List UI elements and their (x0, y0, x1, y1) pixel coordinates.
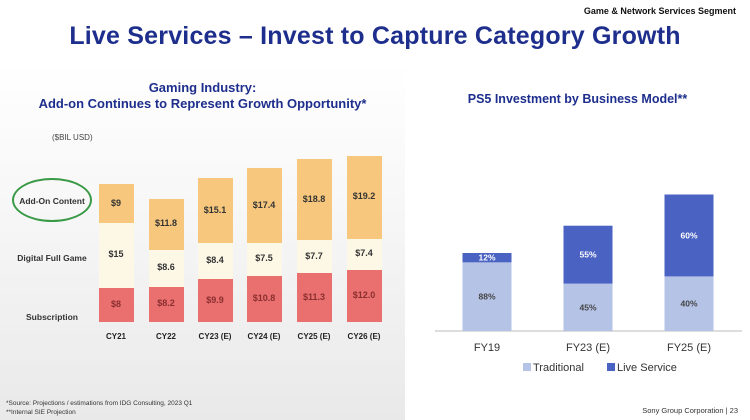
bar-subscription-1 (148, 286, 184, 322)
bar-traditional-0 (462, 262, 512, 331)
bar-label: $11.8 (154, 218, 178, 229)
bar-label: $15 (108, 249, 124, 260)
row-label-subscription: Subscription (26, 312, 78, 322)
bar-label: $15.1 (203, 204, 227, 215)
bar-digital-full-game-5 (346, 238, 382, 271)
bar-subscription-0 (98, 287, 134, 322)
x-tick-label: CY24 (E) (247, 332, 281, 341)
bar-label: 55% (579, 250, 596, 260)
bar-subscription-4 (296, 273, 332, 322)
bar-label: $19.2 (352, 191, 376, 202)
legend-label: Live Service (617, 362, 677, 374)
bar-label: 12% (478, 253, 495, 263)
bar-label: 60% (680, 230, 697, 240)
left-chart-title-line2: Add-on Continues to Represent Growth Opp… (38, 96, 367, 111)
bar-subscription-2 (197, 279, 233, 322)
bar-label: $7.4 (355, 248, 373, 259)
bar-label: $8 (110, 298, 121, 309)
left-chart-title-line1: Gaming Industry: (148, 80, 257, 95)
footnote-internal: **Internal SIE Projection (6, 409, 76, 416)
bar-add-on-content-5 (346, 156, 382, 239)
x-tick-label: CY21 (105, 332, 126, 341)
x-tick-label: CY22 (155, 332, 176, 341)
bar-label: $8.6 (157, 262, 175, 273)
bar-traditional-1 (563, 283, 613, 331)
bar-add-on-content-2 (197, 178, 233, 244)
addon-highlight-ellipse (12, 178, 92, 222)
bar-label: $12.0 (352, 290, 376, 301)
bar-add-on-content-4 (296, 159, 332, 241)
bar-label: 88% (478, 292, 495, 302)
bar-label: $9 (110, 197, 121, 208)
bar-live-service-1 (563, 225, 613, 284)
bar-add-on-content-3 (246, 168, 282, 244)
legend-swatch (523, 363, 531, 371)
right-chart-title: PS5 Investment by Business Model** (467, 92, 688, 106)
bar-subscription-5 (346, 270, 382, 322)
legend-swatch (607, 363, 615, 371)
bar-add-on-content-1 (148, 199, 184, 250)
bar-label: $7.7 (305, 250, 323, 261)
x-tick-label: CY23 (E) (198, 332, 232, 341)
x-tick-label: CY26 (E) (347, 332, 381, 341)
bar-digital-full-game-4 (296, 240, 332, 274)
bar-label: $10.8 (252, 292, 276, 303)
slide-title: Live Services – Invest to Capture Catego… (69, 22, 681, 50)
bar-label: $8.2 (157, 298, 175, 309)
bar-traditional-2 (664, 276, 714, 331)
x-tick-label: CY25 (E) (297, 332, 331, 341)
x-tick-label: FY23 (E) (566, 342, 610, 354)
bar-digital-full-game-3 (246, 243, 282, 276)
bar-label: $8.4 (206, 255, 224, 266)
bar-label: $18.8 (302, 193, 326, 204)
bar-label: $9.9 (206, 294, 224, 305)
unit-label: ($BIL USD) (52, 133, 93, 142)
bar-add-on-content-0 (98, 184, 134, 224)
bar-label: 40% (680, 299, 697, 309)
footer-page: Sony Group Corporation | 23 (642, 406, 738, 415)
bar-digital-full-game-0 (98, 223, 134, 288)
bar-subscription-3 (246, 275, 282, 322)
segment-label: Game & Network Services Segment (583, 6, 736, 16)
row-label-digital: Digital Full Game (17, 253, 87, 263)
bar-digital-full-game-1 (148, 249, 184, 287)
bar-label: $17.4 (252, 199, 276, 210)
bar-label: $11.3 (302, 291, 326, 302)
x-tick-label: FY25 (E) (667, 342, 711, 354)
bar-label: $7.5 (255, 253, 273, 264)
legend-label: Traditional (533, 362, 584, 374)
bar-live-service-0 (462, 253, 512, 263)
bar-digital-full-game-2 (197, 243, 233, 280)
x-tick-label: FY19 (474, 342, 500, 354)
footnote-source: *Source: Projections / estimations from … (6, 400, 193, 407)
bar-label: 45% (579, 302, 596, 312)
bar-live-service-2 (664, 194, 714, 277)
row-label-addon: Add-On Content (19, 196, 85, 206)
